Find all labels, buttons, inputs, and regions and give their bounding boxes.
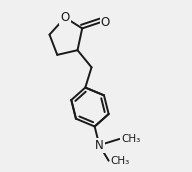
Text: CH₃: CH₃: [121, 134, 141, 144]
Text: O: O: [60, 11, 70, 24]
Text: CH₃: CH₃: [110, 156, 130, 166]
Text: N: N: [95, 139, 104, 152]
Text: O: O: [101, 16, 110, 29]
